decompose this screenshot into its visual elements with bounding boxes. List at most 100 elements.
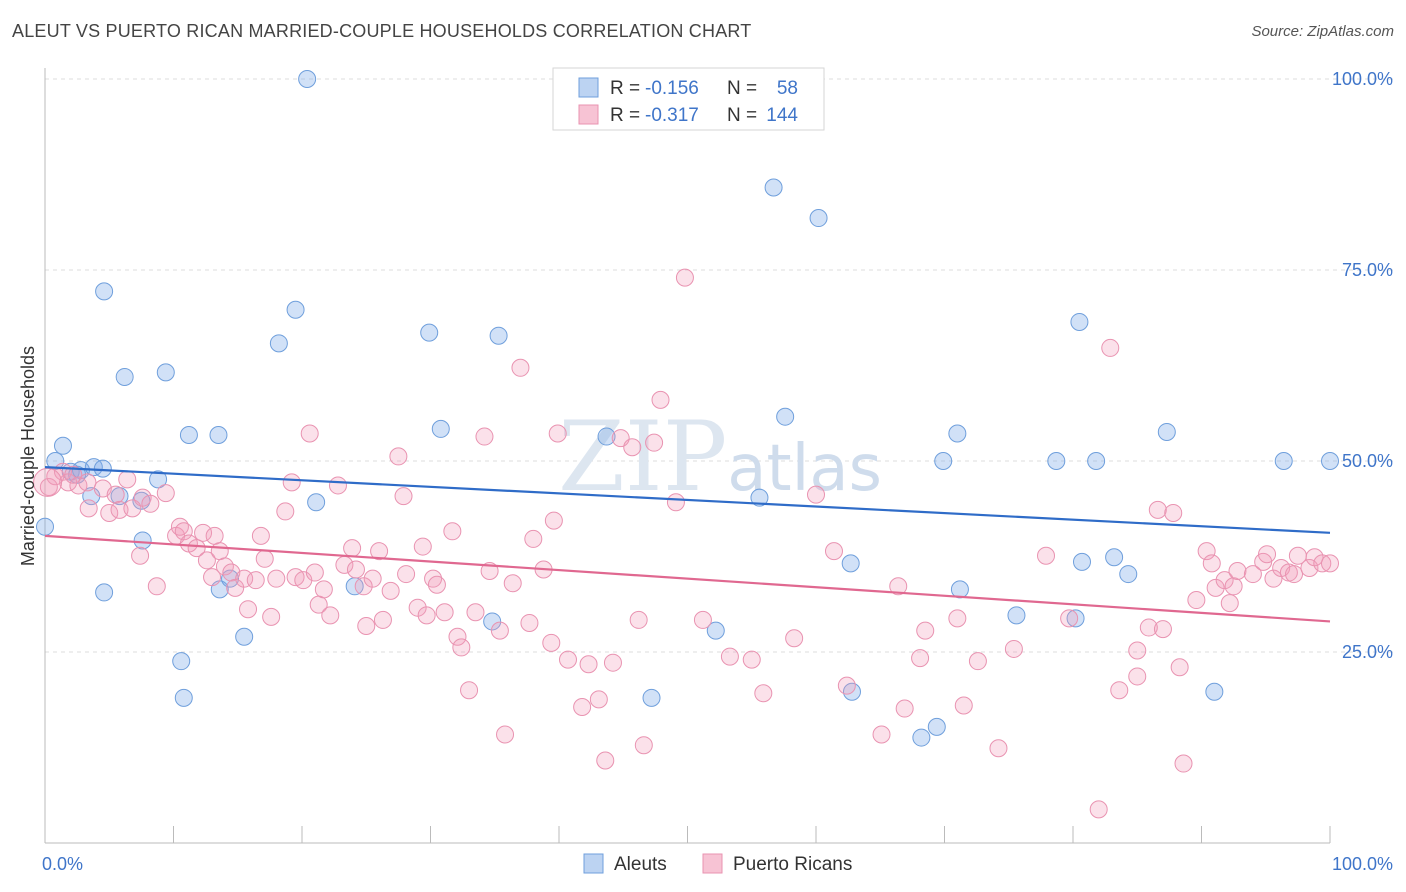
puerto-rican-point — [346, 560, 365, 579]
y-tick-label: 100.0% — [1332, 69, 1393, 89]
x-tick-label-max: 100.0% — [1332, 854, 1393, 874]
puerto-rican-point — [837, 676, 856, 695]
puerto-rican-point — [276, 502, 295, 521]
puerto-rican-point — [1060, 609, 1079, 628]
puerto-rican-point — [466, 603, 485, 622]
puerto-rican-point — [1224, 577, 1243, 596]
puerto-rican-point — [623, 438, 642, 457]
puerto-rican-point — [524, 529, 543, 548]
puerto-rican-point — [1153, 620, 1172, 639]
stats-n-label: N = — [727, 105, 757, 126]
aleut-point — [172, 652, 191, 671]
puerto-rican-point — [742, 650, 761, 669]
puerto-rican-point — [1089, 800, 1108, 819]
aleut-point — [750, 488, 769, 507]
puerto-rican-point — [448, 627, 467, 646]
puerto-rican-point — [357, 617, 376, 636]
puerto-rican-point — [542, 633, 561, 652]
puerto-rican-point — [370, 542, 389, 561]
legend: Aleuts Puerto Ricans — [583, 853, 852, 875]
stats-r-label: R = — [610, 105, 640, 126]
puerto-rican-point — [1321, 554, 1339, 573]
stats-swatch — [578, 77, 599, 98]
aleut-trend-line — [44, 466, 1331, 534]
aleut-point — [841, 554, 860, 573]
puerto-rican-point — [1228, 562, 1247, 581]
puerto-rican-point — [1139, 618, 1158, 637]
puerto-rican-point — [1202, 554, 1221, 573]
aleut-point — [298, 70, 317, 88]
puerto-rican-point — [305, 563, 324, 582]
puerto-rican-point — [267, 569, 286, 588]
aleut-point — [1321, 452, 1339, 470]
puerto-rican-point — [460, 681, 479, 700]
aleut-point — [95, 282, 114, 301]
puerto-rican-point — [205, 526, 224, 545]
aleut-point — [706, 621, 725, 640]
puerto-rican-point — [503, 574, 522, 593]
puerto-rican-point — [106, 485, 125, 504]
puerto-rican-point — [1128, 641, 1147, 660]
puerto-rican-point — [131, 546, 150, 565]
aleut-point — [269, 334, 288, 353]
puerto-rican-trend-line — [44, 534, 1331, 623]
y-tick-label: 25.0% — [1342, 642, 1393, 662]
puerto-rican-point — [490, 621, 509, 640]
point-layer — [33, 70, 1339, 819]
puerto-rican-point — [147, 577, 166, 596]
puerto-rican-point — [675, 268, 694, 287]
aleut-point — [93, 459, 112, 478]
aleut-point — [1070, 312, 1089, 331]
aleut-point — [483, 612, 502, 631]
puerto-rican-point — [824, 542, 843, 561]
aleut-point — [597, 427, 616, 446]
aleut-point — [174, 688, 193, 707]
puerto-rican-point — [475, 427, 494, 446]
puerto-rican-point — [1170, 658, 1189, 677]
chart-title: ALEUT VS PUERTO RICAN MARRIED-COUPLE HOU… — [12, 21, 752, 41]
aleut-point — [1274, 452, 1293, 470]
aleut-point — [286, 300, 305, 319]
aleut-point — [1105, 548, 1124, 567]
aleut-point — [1205, 682, 1224, 701]
puerto-rican-point — [1243, 565, 1262, 584]
puerto-rican-point — [1148, 500, 1167, 519]
puerto-rican-point — [226, 578, 245, 597]
puerto-rican-point — [629, 610, 648, 629]
puerto-rican-point — [343, 539, 362, 558]
aleut-point — [46, 452, 65, 470]
puerto-rican-point — [64, 465, 83, 484]
puerto-rican-point — [78, 473, 97, 492]
aleut-point — [1007, 606, 1026, 625]
puerto-rican-point — [989, 739, 1008, 758]
puerto-rican-point — [413, 537, 432, 556]
aleut-point — [842, 682, 861, 701]
puerto-rican-point — [118, 470, 137, 489]
puerto-rican-point — [251, 526, 270, 545]
stats-r-label: R = — [610, 78, 640, 99]
aleut-point — [1072, 552, 1091, 571]
stats-n-value: 144 — [766, 105, 798, 126]
puerto-rican-point — [785, 629, 804, 648]
puerto-rican-point — [558, 650, 577, 669]
puerto-rican-point — [373, 610, 392, 629]
puerto-rican-point — [889, 577, 908, 596]
legend-puerto-ricans-label: Puerto Ricans — [733, 854, 852, 875]
puerto-rican-point — [39, 477, 58, 496]
puerto-rican-point — [239, 600, 258, 619]
puerto-rican-point — [693, 610, 712, 629]
puerto-rican-point — [156, 484, 175, 503]
puerto-rican-point — [203, 568, 222, 587]
puerto-rican-point — [354, 577, 373, 596]
aleut-point — [179, 426, 198, 445]
aleut-point — [53, 436, 72, 455]
aleut-point — [133, 531, 152, 550]
puerto-rican-point — [443, 522, 462, 541]
puerto-rican-point — [579, 655, 598, 674]
puerto-rican-point — [408, 598, 427, 617]
puerto-rican-point — [235, 569, 254, 588]
y-axis-label: Married-couple Households — [18, 346, 38, 566]
stats-n-label: N = — [727, 78, 757, 99]
puerto-rican-point — [110, 500, 129, 519]
